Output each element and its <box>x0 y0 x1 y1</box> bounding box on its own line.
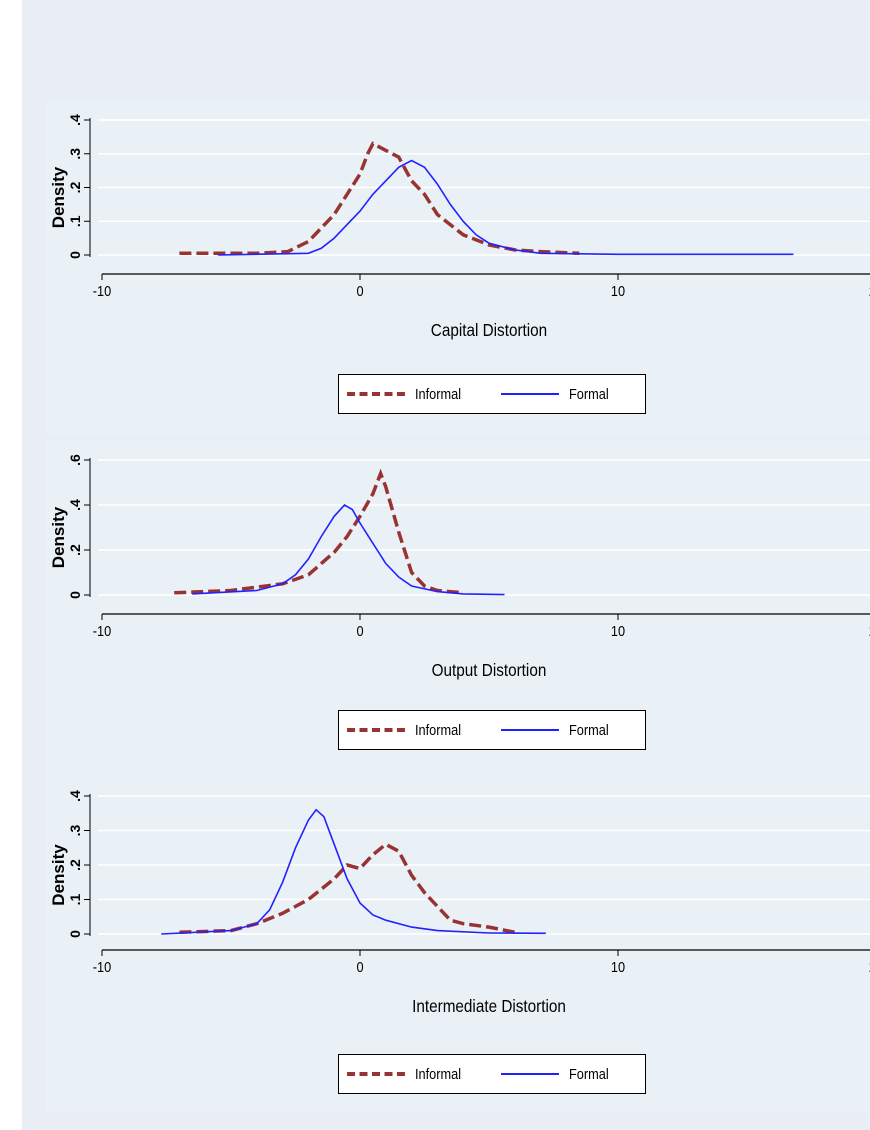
legend-item-informal: Informal <box>347 1066 469 1083</box>
intermediate-distortion-plot: 0 .1 .2 .3 .4 Density -10 0 10 20 Intermediate Dis… <box>49 790 870 1016</box>
x-axis-label: Capital Distortion <box>431 320 547 340</box>
legend: Informal Formal <box>338 1054 646 1094</box>
x-tick-label: -10 <box>93 282 112 299</box>
legend: Informal Formal <box>338 374 646 414</box>
legend-swatch-informal <box>347 728 405 732</box>
series-line-formal <box>192 503 505 596</box>
x-tick-label: -10 <box>93 958 112 975</box>
y-tick-label: 0 <box>67 591 83 599</box>
y-tick-label: .4 <box>67 790 83 802</box>
series-line-informal <box>179 842 516 935</box>
y-tick-label: .2 <box>67 181 83 193</box>
legend-swatch-informal <box>347 392 405 396</box>
capital-distortion-panel: 0 .1 .2 .3 .4 Density -10 0 10 20 Capital Distorti… <box>46 100 870 436</box>
legend-swatch-informal <box>347 1072 405 1076</box>
y-tick-label: .1 <box>67 215 83 227</box>
x-tick-label: 20 <box>869 958 870 975</box>
x-axis-label: Intermediate Distortion <box>412 996 566 1016</box>
legend-item-formal: Formal <box>501 1066 616 1083</box>
legend-item-informal: Informal <box>347 386 469 403</box>
y-tick-label: .2 <box>67 859 83 871</box>
legend-label-informal: Informal <box>415 385 462 403</box>
legend-label-informal: Informal <box>415 1065 462 1083</box>
legend-swatch-formal <box>501 1073 560 1075</box>
x-tick-label: 0 <box>356 622 363 639</box>
y-tick-label: 0 <box>67 251 83 259</box>
legend-label-formal: Formal <box>569 385 609 403</box>
x-tick-label: 10 <box>611 622 625 639</box>
intermediate-distortion-panel: 0 .1 .2 .3 .4 Density -10 0 10 20 Intermediate Dis… <box>46 776 870 1112</box>
legend-swatch-formal <box>501 729 560 731</box>
y-tick-label: .4 <box>67 499 83 511</box>
x-tick-label: 0 <box>356 282 363 299</box>
output-distortion-plot: 0 .2 .4 .6 Density -10 0 10 20 Output Distortion <box>49 454 870 680</box>
x-tick-label: 10 <box>611 958 625 975</box>
series-line-formal <box>161 808 546 935</box>
x-tick-label: 10 <box>611 282 625 299</box>
legend-item-formal: Formal <box>501 722 616 739</box>
legend-label-formal: Formal <box>569 1065 609 1083</box>
series-line-informal <box>174 468 464 595</box>
y-axis-label: Density <box>49 506 68 568</box>
y-tick-label: .6 <box>67 454 83 466</box>
y-tick-label: .4 <box>67 114 83 126</box>
series-line-informal <box>179 141 580 256</box>
y-tick-label: .2 <box>67 544 83 556</box>
legend-item-formal: Formal <box>501 386 616 403</box>
y-tick-label: 0 <box>67 930 83 938</box>
x-tick-label: 0 <box>356 958 363 975</box>
x-tick-label: 20 <box>869 282 870 299</box>
y-tick-label: .3 <box>67 148 83 160</box>
y-tick-label: .3 <box>67 824 83 836</box>
capital-distortion-plot: 0 .1 .2 .3 .4 Density -10 0 10 20 Capital Distorti… <box>49 114 870 340</box>
y-tick-label: .1 <box>67 893 83 905</box>
series-line-formal <box>218 159 794 256</box>
y-axis-label: Density <box>49 844 68 906</box>
x-axis-label: Output Distortion <box>432 660 547 680</box>
legend: Informal Formal <box>338 710 646 750</box>
legend-label-informal: Informal <box>415 721 462 739</box>
legend-swatch-formal <box>501 393 560 395</box>
y-axis-label: Density <box>49 166 68 228</box>
legend-item-informal: Informal <box>347 722 469 739</box>
legend-label-formal: Formal <box>569 721 609 739</box>
x-tick-label: -10 <box>93 622 112 639</box>
x-tick-label: 20 <box>869 622 870 639</box>
